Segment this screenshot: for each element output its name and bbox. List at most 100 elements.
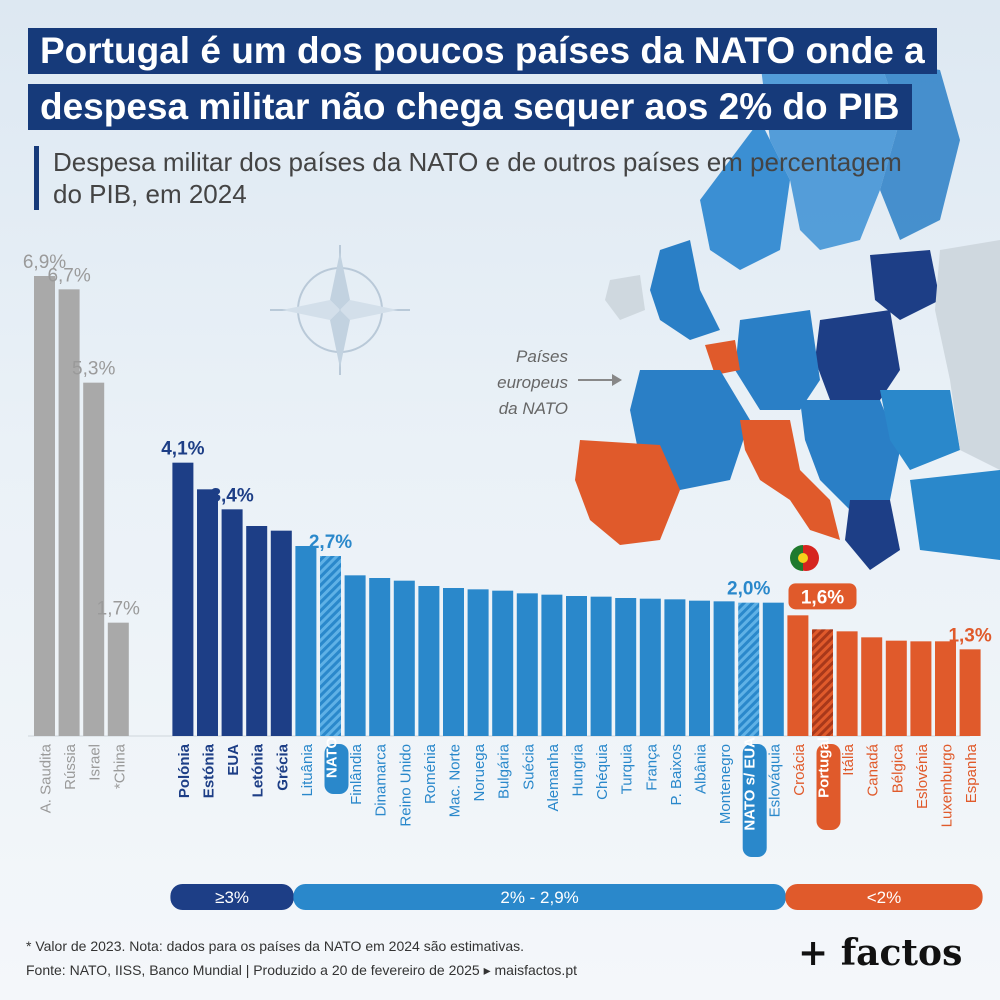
bar-nato xyxy=(320,556,341,736)
band-label-mid: 2% - 2,9% xyxy=(500,888,578,907)
category-label-turquia: Turquia xyxy=(619,743,636,794)
brand-logo: + factos xyxy=(798,932,963,974)
category-label-nato: NATO xyxy=(324,737,341,778)
bar-espanha xyxy=(959,649,981,736)
value-label-a-saudita: 6,9% xyxy=(23,252,66,273)
footnote-source: Fonte: NATO, IISS, Banco Mundial | Produ… xyxy=(26,962,577,978)
category-label-noruega: Noruega xyxy=(471,743,488,801)
bar-croacia xyxy=(787,615,809,736)
map-baltics xyxy=(870,250,940,320)
value-badge-portugal xyxy=(788,583,857,610)
category-label-alemanha: Alemanha xyxy=(545,743,562,811)
map-label-line-3: da NATO xyxy=(498,399,568,418)
category-label-estonia: Estónia xyxy=(201,743,218,798)
bar-china xyxy=(107,622,129,736)
category-label-finlandia: Finlândia xyxy=(348,743,365,805)
category-label-belgica: Bélgica xyxy=(889,743,906,793)
value-label-polonia: 4,1% xyxy=(161,439,204,460)
subtitle-line-2: do PIB, em 2024 xyxy=(53,179,247,209)
bar-a-saudita xyxy=(34,276,55,736)
category-label-eua: EUA xyxy=(225,744,242,776)
value-label-israel: 5,3% xyxy=(72,359,115,380)
category-label-mac-norte: Mac. Norte xyxy=(447,744,464,817)
category-label-hungria: Hungria xyxy=(570,743,587,796)
bar-alemanha xyxy=(541,594,563,736)
band-label-high: ≥3% xyxy=(215,888,249,907)
category-label-croacia: Croácia xyxy=(791,743,808,795)
category-label-p-baixos: P. Baixos xyxy=(668,744,685,805)
category-label-bulgaria: Bulgária xyxy=(496,743,513,799)
bar-chequia xyxy=(590,596,612,736)
category-label-russia: Rússia xyxy=(62,743,79,790)
bar-romenia xyxy=(418,586,440,736)
bar-montenegro xyxy=(713,601,735,736)
bar-reino-unido xyxy=(393,580,415,736)
value-label-nato: 2,7% xyxy=(309,532,352,553)
bar-luxemburgo xyxy=(935,641,956,736)
map-label-line-2: europeus xyxy=(497,373,568,392)
bar-franca xyxy=(639,598,661,736)
category-badge-nato xyxy=(324,744,349,794)
subtitle-line-1: Despesa militar dos países da NATO e de … xyxy=(53,147,902,177)
bar-p-baixos xyxy=(664,599,686,736)
bar-suecia xyxy=(516,593,538,736)
bar-italia xyxy=(836,631,858,736)
category-label-espanha: Espanha xyxy=(963,743,980,803)
bar-eslovenia xyxy=(910,641,932,736)
map-uk xyxy=(650,240,720,340)
map-greece xyxy=(845,500,900,570)
bar-nato-s-eua xyxy=(738,602,760,736)
map-balkans xyxy=(800,400,900,510)
category-badge-nato-s-eua xyxy=(742,744,767,857)
band-label-low: <2% xyxy=(867,888,902,907)
category-label-eslovaquia: Eslováquia xyxy=(766,743,783,817)
map-east xyxy=(935,240,1000,470)
category-label-italia: Itália xyxy=(840,743,857,775)
bar-estonia xyxy=(197,489,218,736)
value-label-russia: 6,7% xyxy=(47,265,90,286)
value-label-eua: 3,4% xyxy=(210,485,253,506)
bar-mac-norte xyxy=(443,588,464,736)
value-label-espanha: 1,3% xyxy=(948,625,991,646)
value-label-china: 1,7% xyxy=(97,599,140,620)
map-poland xyxy=(815,310,900,400)
category-label-reino-unido: Reino Unido xyxy=(397,744,414,827)
category-label-franca: França xyxy=(643,743,660,790)
category-label-romenia: Roménia xyxy=(422,743,439,804)
bar-dinamarca xyxy=(369,578,391,736)
category-label-lituania: Lituânia xyxy=(299,743,316,796)
value-label-portugal: 1,6% xyxy=(801,587,844,608)
band-low xyxy=(785,884,983,910)
bar-israel xyxy=(83,382,105,736)
bar-hungria xyxy=(566,596,587,736)
category-label-canada: Canadá xyxy=(865,743,882,796)
category-label-suecia: Suécia xyxy=(520,743,537,790)
category-label-albania: Albânia xyxy=(693,743,710,794)
category-label-montenegro: Montenegro xyxy=(717,744,734,824)
bar-grecia xyxy=(270,530,292,736)
subtitle: Despesa militar dos países da NATO e de … xyxy=(34,146,914,210)
category-label-nato-s-eua: NATO s/ EUA xyxy=(742,737,759,831)
nato-compass-icon xyxy=(270,245,410,375)
bar-finlandia xyxy=(344,575,366,736)
map-arrow-icon xyxy=(578,374,622,386)
map-iberia xyxy=(575,440,680,545)
page-title-line-2: despesa militar não chega sequer aos 2% … xyxy=(28,84,912,130)
footnote-note: * Valor de 2023. Nota: dados para os paí… xyxy=(26,938,525,954)
band-high xyxy=(170,884,294,910)
category-label-luxemburgo: Luxemburgo xyxy=(939,744,956,827)
bar-eua xyxy=(221,509,243,736)
map-norway xyxy=(700,120,790,270)
map-ireland xyxy=(605,275,645,320)
category-label-letonia: Letónia xyxy=(250,743,267,797)
bar-bulgaria xyxy=(492,590,514,736)
map-germany xyxy=(735,310,820,410)
page-title-line-1: Portugal é um dos poucos países da NATO … xyxy=(28,28,937,74)
category-label-israel: Israel xyxy=(87,744,104,781)
bar-albania xyxy=(689,600,710,736)
value-label-nato-s-eua: 2,0% xyxy=(727,579,770,600)
map-label: Países europeus da NATO xyxy=(470,344,568,422)
